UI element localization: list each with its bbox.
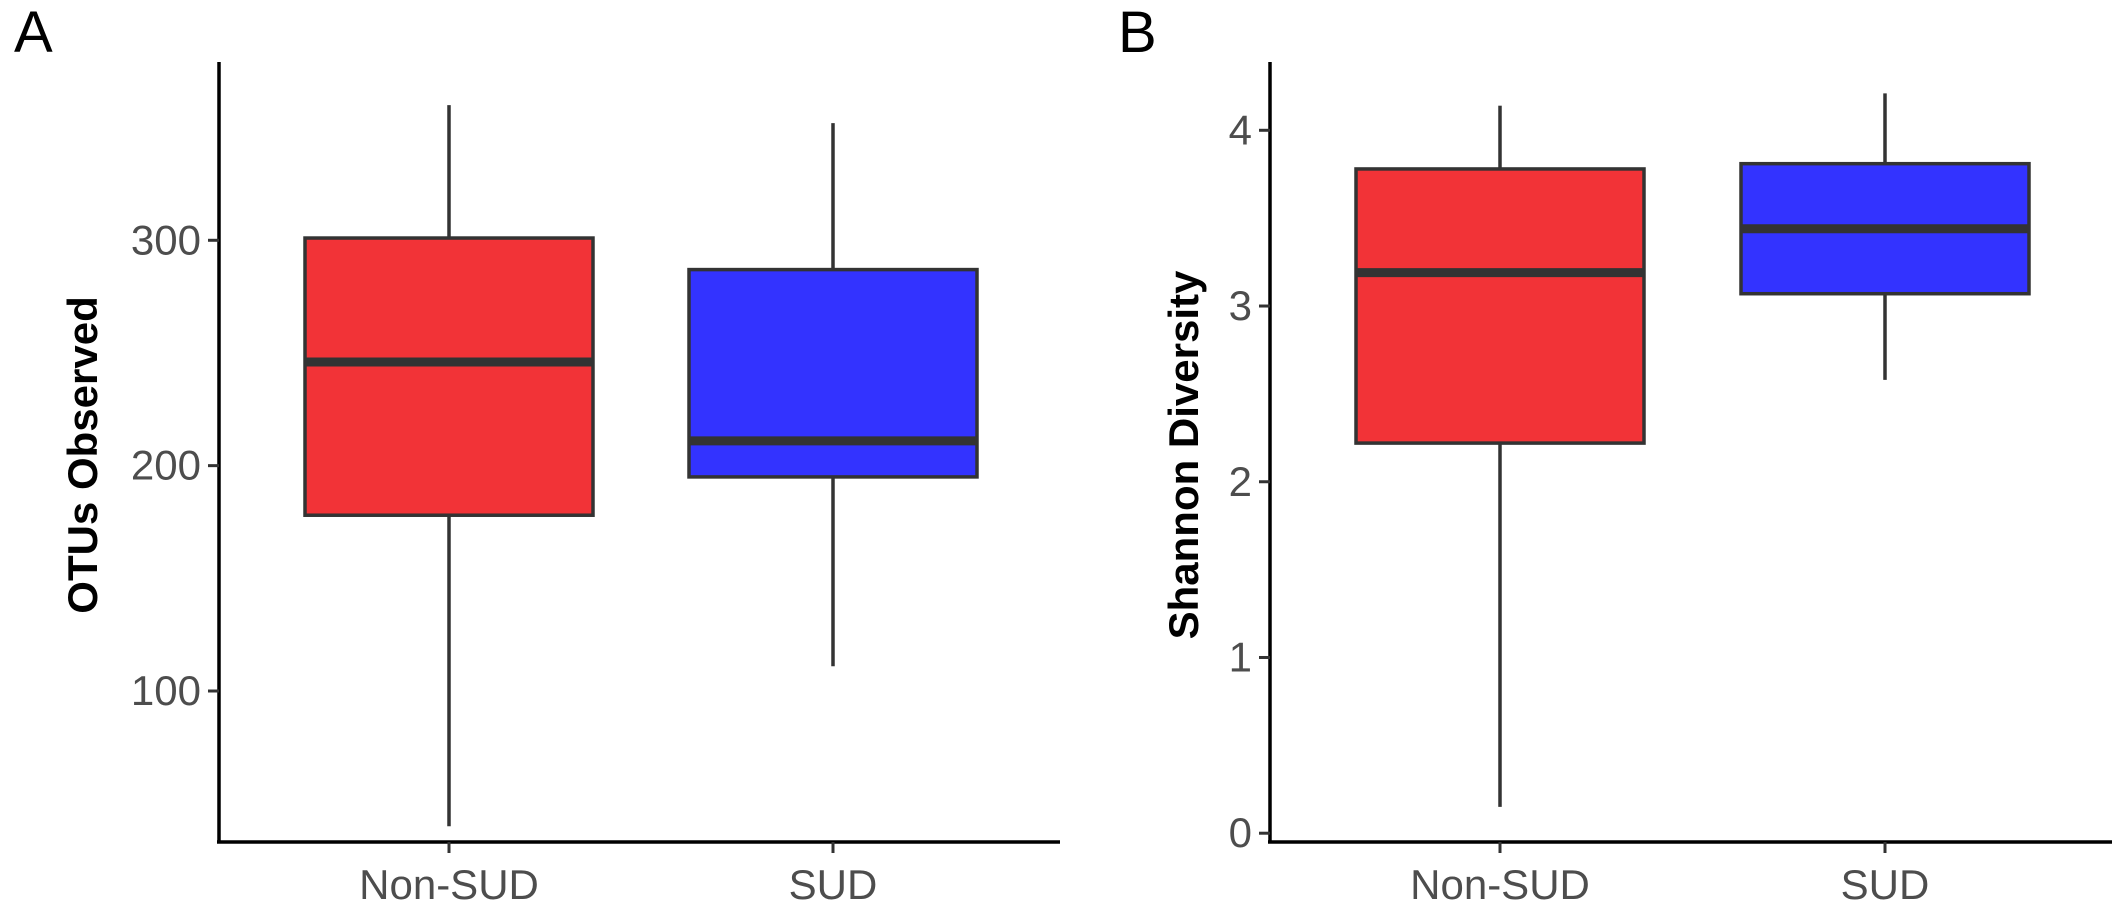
box-iqr — [1354, 167, 1646, 445]
panel-b: B Shannon Diversity 0 1 2 3 4 Non-SUD SUD — [1118, 0, 2112, 908]
panel-label: A — [14, 0, 53, 65]
y-tick-label: 0 — [1229, 809, 1252, 856]
box-non-sud — [303, 105, 595, 827]
box-sud — [1739, 93, 2031, 380]
x-tick-label: SUD — [789, 861, 878, 908]
y-tick-label: 100 — [131, 667, 201, 714]
y-tick-label: 2 — [1229, 458, 1252, 505]
panel-a: A OTUs Observed 100 200 300 Non-SUD SUD — [14, 0, 1060, 908]
panel-label: B — [1118, 0, 1157, 65]
y-tick-label: 1 — [1229, 633, 1252, 680]
x-tick-label: Non-SUD — [1410, 861, 1590, 908]
y-axis-title: Shannon Diversity — [1160, 270, 1207, 639]
box-iqr — [687, 267, 979, 479]
y-axis-title: OTUs Observed — [59, 296, 106, 613]
x-tick-label: SUD — [1841, 861, 1930, 908]
box-iqr — [303, 236, 595, 517]
y-tick-label: 300 — [131, 216, 201, 263]
x-tick-label: Non-SUD — [359, 861, 539, 908]
y-tick-label: 200 — [131, 442, 201, 489]
box-sud — [687, 123, 979, 667]
y-tick-label: 3 — [1229, 282, 1252, 329]
box-non-sud — [1354, 105, 1646, 807]
y-tick-label: 4 — [1229, 106, 1252, 153]
